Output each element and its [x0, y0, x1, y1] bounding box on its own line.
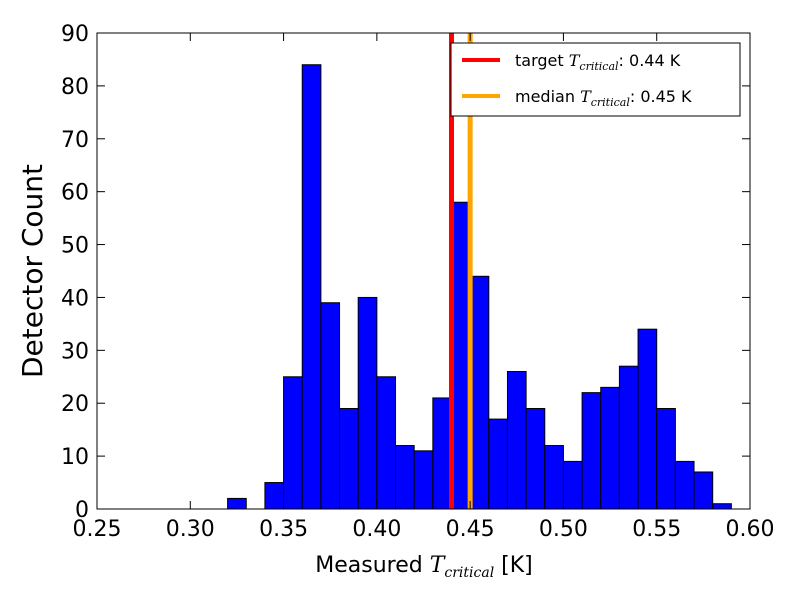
- histogram-bar-20: [618, 365, 639, 510]
- histogram-bar-22: [656, 408, 676, 510]
- histogram-bar-12: [469, 275, 490, 510]
- y-tick-label-0: 0: [75, 498, 89, 523]
- y-axis-label: Detector Count: [16, 164, 49, 378]
- plot-frame: [96, 32, 751, 510]
- y-tick-label-2: 20: [61, 392, 89, 417]
- x-tick-label-6: 0.55: [632, 517, 681, 542]
- histogram-bar-21: [637, 328, 658, 510]
- x-tick-label-3: 0.40: [352, 517, 401, 542]
- x-tick-label-7: 0.60: [726, 517, 775, 542]
- x-tick-label-5: 0.50: [539, 517, 588, 542]
- y-tick-label-6: 60: [61, 181, 89, 206]
- x-axis-label-symbol: T: [430, 553, 447, 578]
- y-tick-label-3: 30: [61, 339, 89, 364]
- histogram-bar-5: [339, 408, 359, 510]
- y-tick-label-4: 40: [61, 286, 89, 311]
- legend: target Tcritical: 0.44 K median Tcritica…: [450, 42, 741, 117]
- x-tick-label-2: 0.35: [259, 517, 308, 542]
- histogram-bar-11: [450, 201, 471, 510]
- histogram-bar-23: [674, 460, 695, 510]
- y-tick-label-1: 10: [61, 445, 89, 470]
- x-axis-label-prefix: Measured: [315, 553, 429, 578]
- x-tick-label-4: 0.45: [446, 517, 495, 542]
- x-axis-ticks: 0.25 0.30 0.35 0.40 0.45 0.50 0.55 0.60: [73, 33, 775, 542]
- histogram-bar-1: [264, 482, 285, 510]
- histogram-bar-0: [227, 497, 247, 510]
- x-axis-label-suffix: [K]: [494, 553, 533, 578]
- legend-box: [450, 42, 741, 117]
- histogram-bar-14: [506, 370, 527, 510]
- histogram-bar-2: [283, 376, 303, 510]
- y-tick-label-8: 80: [61, 75, 89, 100]
- x-axis-label: Measured Tcritical [K]: [315, 553, 533, 581]
- histogram-bar-19: [600, 386, 620, 510]
- bars-group: [227, 64, 732, 510]
- legend-entry-target: target Tcritical: 0.44 K: [515, 51, 681, 73]
- histogram-bar-24: [693, 471, 714, 510]
- histogram-bar-15: [525, 408, 546, 510]
- histogram-bar-6: [357, 296, 378, 510]
- histogram-bar-3: [301, 64, 322, 510]
- y-tick-label-7: 70: [61, 128, 89, 153]
- histogram-bar-10: [432, 397, 452, 510]
- x-tick-label-1: 0.30: [166, 517, 215, 542]
- histogram-bar-9: [413, 450, 434, 510]
- histogram-bar-17: [562, 460, 583, 510]
- histogram-bar-25: [712, 503, 732, 510]
- histogram-bar-7: [376, 376, 397, 510]
- legend-entry-median: median Tcritical: 0.45 K: [515, 87, 692, 109]
- x-tick-label-0: 0.25: [73, 517, 122, 542]
- y-tick-label-5: 50: [61, 234, 89, 259]
- y-tick-label-9: 90: [61, 22, 89, 47]
- histogram-bar-8: [395, 445, 415, 510]
- histogram-bar-18: [581, 392, 602, 510]
- y-axis-ticks: 0 10 20 30 40 50 60 70 80 90: [61, 22, 750, 523]
- histogram-bar-4: [320, 302, 341, 510]
- histogram-bar-13: [488, 418, 508, 510]
- histogram-bar-16: [544, 445, 564, 510]
- x-axis-label-subscript: critical: [444, 565, 494, 581]
